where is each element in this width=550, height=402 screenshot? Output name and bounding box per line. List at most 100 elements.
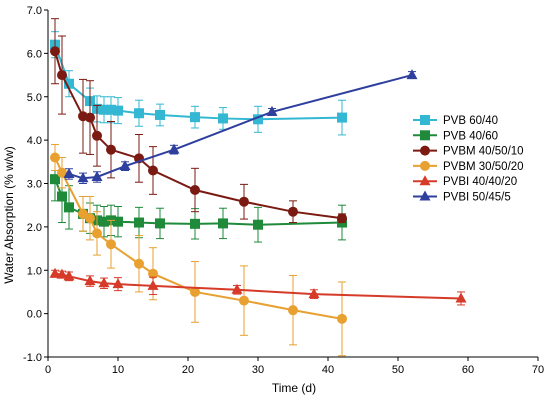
data-point [106,144,116,155]
legend-label: PVBI 50/45/5 [443,192,511,204]
data-point [92,130,102,141]
data-point [99,104,109,115]
y-tick-label: 2.0 [27,222,42,234]
data-point [155,109,165,120]
data-point [106,104,116,115]
x-axis-title: Time (d) [272,381,316,395]
legend-marker [420,160,430,171]
legend: PVB 60/40 PVB 40/60 PVBM 40/50/10 PVBM 30/5… [413,115,524,204]
y-axis-title: Water Absorption (% w/w) [2,146,16,284]
data-point [134,258,144,269]
data-point [57,191,67,202]
data-point [148,268,158,279]
data-point [91,170,103,181]
data-point [147,279,159,290]
data-point [406,69,418,80]
data-point [266,105,278,116]
axes: 0 10 20 30 40 50 60 70 -1.0 0.0 1.0 2.0 3.0 4.0 5.0 6.0… [23,5,544,376]
data-point [56,268,68,279]
data-point [337,112,347,123]
x-tick-label: 30 [252,364,264,376]
data-point [99,216,109,227]
data-point [57,167,67,178]
x-tick-label: 40 [322,364,334,376]
legend-label: PVBI 40/40/20 [443,176,517,188]
data-point [134,217,144,228]
data-point [288,206,298,217]
series-line [54,50,343,220]
y-tick-label: -1.0 [23,352,42,364]
series-pvbi-40-40-20 [49,267,467,306]
data-point [64,202,74,213]
data-point [98,277,110,288]
series-line [54,157,343,320]
data-point [190,286,200,297]
data-point [190,218,200,229]
data-point [77,172,89,183]
legend-label: PVB 40/60 [443,130,498,142]
data-point [85,213,95,224]
legend-marker [419,175,431,186]
data-point [155,218,165,229]
data-point [113,216,123,227]
legend-marker [420,115,430,125]
y-tick-label: 6.0 [27,48,42,60]
data-point [253,114,263,125]
legend-item: PVB 60/40 [413,115,498,127]
data-point [218,113,228,124]
y-tick-label: 5.0 [27,92,42,104]
legend-item: PVB 40/60 [413,130,498,142]
series-layer [49,18,467,357]
data-point [50,46,60,57]
data-point [239,295,249,306]
y-tick-label: 3.0 [27,179,42,191]
data-point [85,112,95,123]
legend-label: PVB 60/40 [443,115,498,127]
x-tick-label: 60 [462,364,474,376]
data-point [190,112,200,123]
data-point [64,78,74,89]
x-tick-label: 10 [112,364,124,376]
y-tick-label: 7.0 [27,5,42,17]
data-point [168,143,180,154]
data-point [148,165,158,176]
x-tick-label: 70 [532,364,544,376]
data-point [308,288,320,299]
data-point [119,160,131,171]
legend-label: PVBM 40/50/10 [443,146,524,158]
data-point [50,174,60,185]
data-point [57,70,67,81]
legend-item: PVBI 50/45/5 [413,190,511,204]
y-tick-label: 1.0 [27,265,42,277]
legend-label: PVBM 30/50/20 [443,161,524,173]
data-point [50,152,60,163]
data-point [63,270,75,281]
series-pvbm-30-50-20 [50,143,347,357]
y-tick-label: 4.0 [27,135,42,147]
legend-marker [420,130,430,141]
data-point [337,213,347,224]
data-point [63,167,75,178]
data-point [218,218,228,229]
data-point [288,305,298,316]
data-point [84,275,96,286]
series-line [68,74,413,180]
series-pvbm-40-50-10 [50,18,347,224]
data-point [49,267,61,278]
x-tick-label: 20 [182,364,194,376]
data-point [134,108,144,119]
data-point [92,228,102,239]
legend-marker [420,145,430,156]
data-point [253,219,263,230]
legend-marker [419,190,431,201]
data-point [455,292,467,303]
data-point [106,239,116,250]
data-point [112,278,124,289]
data-point [239,196,249,207]
series-pvbi-50-45-5 [63,69,418,184]
data-point [113,105,123,116]
data-point [337,313,347,324]
legend-item: PVBM 40/50/10 [413,145,524,158]
y-tick-label: 0.0 [27,309,42,321]
